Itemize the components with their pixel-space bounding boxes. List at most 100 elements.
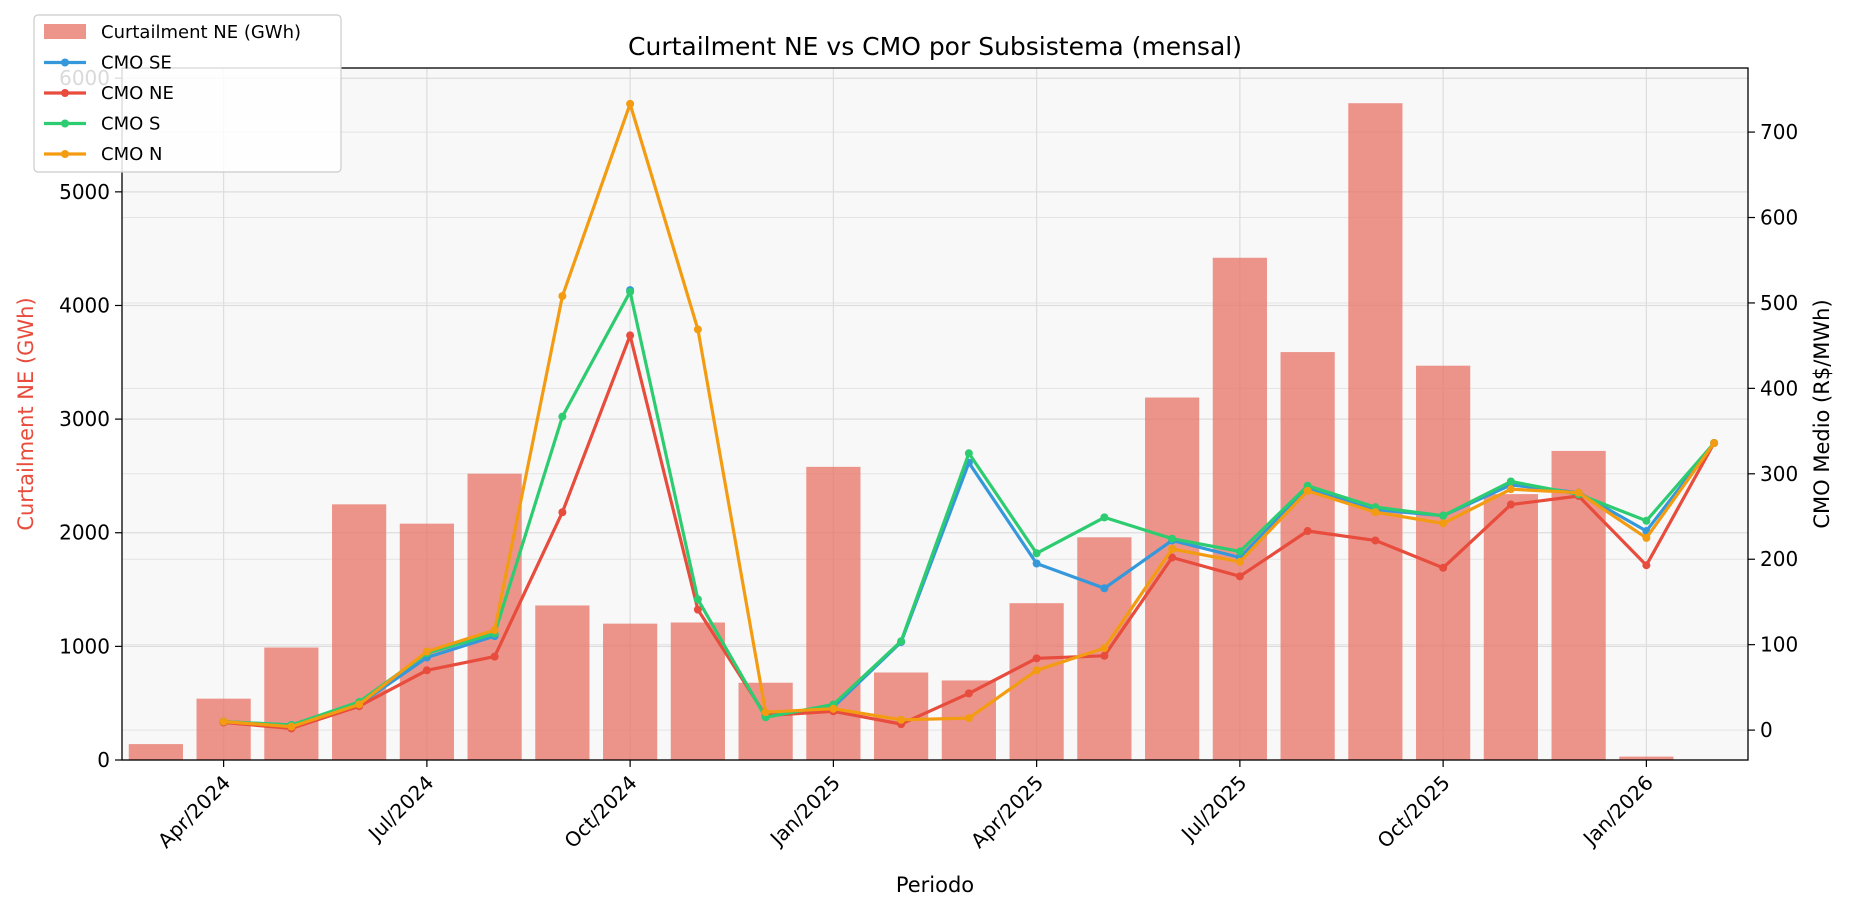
series-point — [1439, 519, 1448, 528]
curtailment-bar — [1619, 756, 1674, 760]
y-left-tick-label: 0 — [97, 748, 110, 772]
series-point — [1032, 666, 1041, 675]
series-point — [1574, 488, 1583, 497]
y-left-tick-label: 4000 — [59, 293, 110, 317]
series-point — [693, 325, 702, 334]
y-left-tick-label: 2000 — [59, 521, 110, 545]
series-point — [287, 722, 296, 731]
curtailment-bar — [603, 623, 658, 760]
legend-marker — [61, 150, 69, 158]
series-point — [1506, 500, 1515, 509]
series-point — [1168, 534, 1177, 543]
series-point — [964, 689, 973, 698]
series-point — [558, 412, 567, 421]
x-tick-label: Apr/2024 — [153, 771, 235, 853]
legend-marker — [61, 89, 69, 97]
y-right-tick-label: 200 — [1760, 547, 1798, 571]
legend-label: CMO N — [101, 144, 162, 165]
curtailment-bar — [1280, 352, 1335, 760]
curtailment-bar — [399, 523, 454, 760]
series-point — [1506, 485, 1515, 494]
x-tick-label: Oct/2025 — [1372, 771, 1454, 853]
y-right-tick-label: 600 — [1760, 206, 1798, 230]
y-right-tick-label: 300 — [1760, 462, 1798, 486]
curtailment-bar — [1145, 397, 1200, 760]
x-axis-label: Periodo — [896, 873, 974, 897]
series-point — [422, 666, 431, 675]
series-point — [1168, 544, 1177, 553]
series-point — [1371, 536, 1380, 545]
curtailment-bar — [535, 605, 590, 760]
series-point — [1235, 557, 1244, 566]
series-point — [1235, 572, 1244, 581]
series-point — [693, 595, 702, 604]
plot-frame — [121, 67, 1749, 761]
curtailment-bar — [1483, 494, 1538, 760]
curtailment-bar — [1212, 257, 1267, 760]
x-tick-label: Jul/2025 — [1175, 771, 1251, 847]
legend-box — [33, 14, 342, 173]
y-right-tick-label: 500 — [1760, 291, 1798, 315]
series-point — [1032, 559, 1041, 568]
series-point — [1032, 654, 1041, 663]
series-point — [1235, 547, 1244, 556]
y-axis-left-label: Curtailment NE (GWh) — [14, 297, 38, 530]
series-point — [829, 704, 838, 713]
legend-label: CMO SE — [101, 53, 172, 74]
series-point — [1303, 486, 1312, 495]
series-point — [626, 331, 635, 340]
curtailment-bar — [196, 698, 251, 760]
curtailment-bar — [1009, 603, 1064, 760]
y-right-tick-label: 400 — [1760, 376, 1798, 400]
y-axis-right-label: CMO Medio (R$/MWh) — [1810, 299, 1834, 528]
legend-bar-swatch — [44, 24, 86, 39]
series-point — [1642, 561, 1651, 570]
series-point — [964, 714, 973, 723]
curtailment-bar — [670, 622, 725, 760]
series-point — [1100, 644, 1109, 653]
curtailment-bar — [264, 647, 319, 760]
series-point — [558, 508, 567, 517]
curtailment-bar — [128, 744, 183, 760]
series-point — [897, 715, 906, 724]
series-point — [558, 292, 567, 301]
curtailment-bar — [332, 504, 387, 760]
series-point — [1439, 563, 1448, 572]
chart-title: Curtailment NE vs CMO por Subsistema (me… — [628, 32, 1242, 61]
series-point — [355, 700, 364, 709]
y-right-tick-label: 700 — [1760, 120, 1798, 144]
x-tick-label: Jan/2025 — [764, 771, 845, 852]
y-right-tick-label: 0 — [1760, 718, 1773, 742]
series-point — [626, 99, 635, 108]
y-left-tick-label: 3000 — [59, 407, 110, 431]
curtailment-bar — [738, 682, 793, 760]
series-point — [761, 708, 770, 717]
series-point — [490, 652, 499, 661]
series-point — [1642, 533, 1651, 542]
legend-label: CMO S — [101, 114, 160, 135]
series-point — [490, 626, 499, 635]
legend-label: Curtailment NE (GWh) — [101, 22, 301, 43]
series-point — [1032, 549, 1041, 558]
series-point — [1506, 477, 1515, 486]
x-tick-label: Oct/2024 — [559, 771, 641, 853]
x-tick-label: Jul/2024 — [362, 771, 438, 847]
y-right-tick-label: 100 — [1760, 633, 1798, 657]
y-left-tick-label: 5000 — [59, 180, 110, 204]
series-point — [1168, 553, 1177, 562]
series-point — [1100, 651, 1109, 660]
series-point — [1303, 527, 1312, 536]
series-point — [219, 717, 228, 726]
x-tick-label: Jan/2026 — [1577, 771, 1658, 852]
series-point — [1100, 513, 1109, 522]
series-point — [1710, 439, 1719, 448]
series-point — [1100, 584, 1109, 593]
series-point — [626, 287, 635, 296]
series-point — [897, 637, 906, 646]
legend-marker — [61, 119, 69, 128]
series-point — [964, 449, 973, 458]
x-tick-label: Apr/2025 — [966, 771, 1048, 853]
y-left-tick-label: 1000 — [59, 634, 110, 658]
legend: Curtailment NE (GWh) CMO SE CMO NE CMO S CMO… — [33, 14, 342, 173]
